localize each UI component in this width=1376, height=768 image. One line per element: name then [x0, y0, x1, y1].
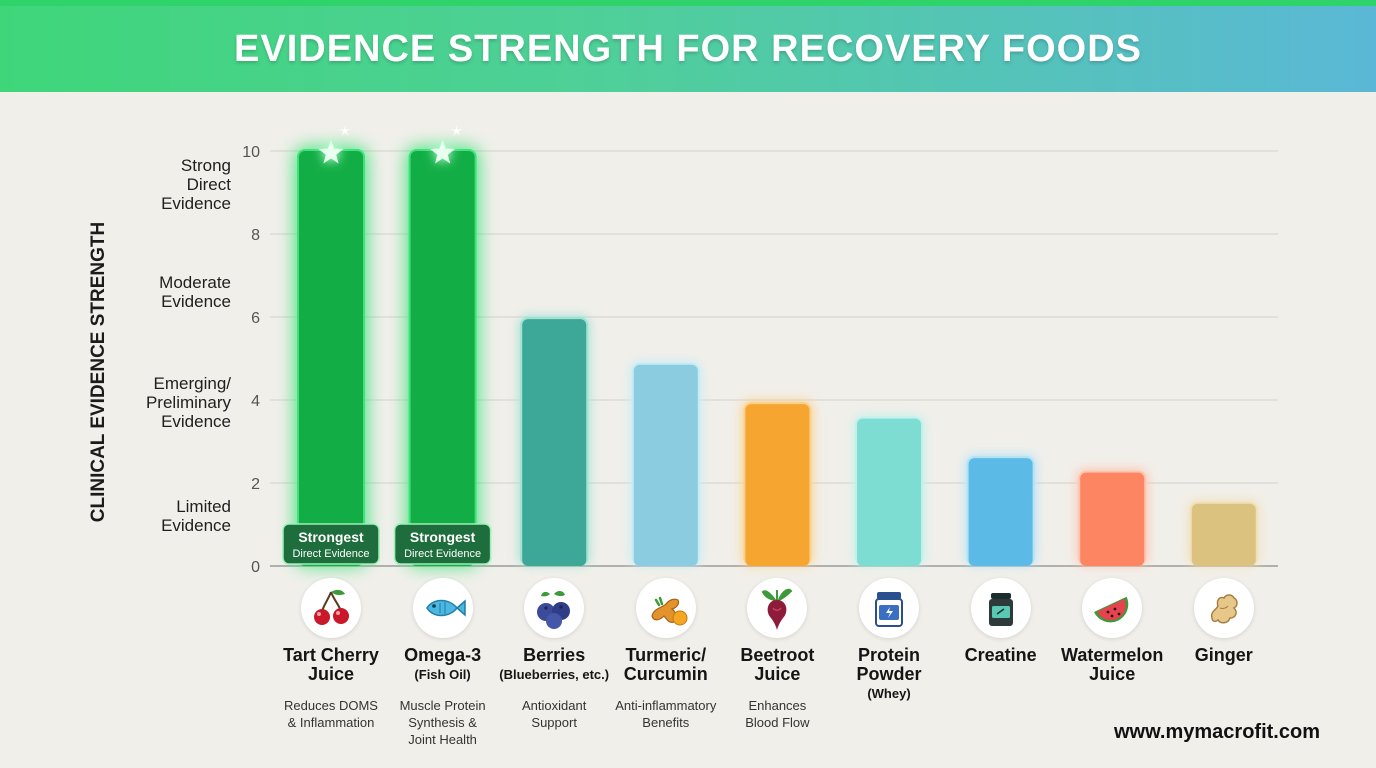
evidence-band-label: Moderate Evidence [159, 273, 231, 312]
bar-ginger [1187, 499, 1260, 566]
category-name: Omega-3 [404, 645, 482, 665]
y-tick-label: 8 [251, 227, 260, 244]
category-name: Protein [857, 645, 920, 665]
bar-mark [745, 404, 810, 566]
y-tick-label: 6 [251, 310, 260, 327]
category-name: Berries [523, 645, 586, 665]
category-name: Creatine [964, 645, 1037, 665]
y-tick-label: 4 [251, 393, 260, 410]
evidence-badge [282, 523, 380, 565]
bar-mark [410, 151, 475, 566]
fish-icon [412, 578, 473, 638]
badge-line2: Direct Evidence [404, 548, 481, 560]
footer-url: www.mymacrofit.com [1114, 721, 1320, 743]
category-label: Protein Powder (Whey) [829, 646, 949, 704]
header-banner: EVIDENCE STRENGTH FOR RECOVERY FOODS [0, 6, 1376, 92]
category-name: Tart Cherry [283, 645, 379, 665]
benefit-note: Antioxidant Support [522, 698, 587, 730]
category-name: Ginger [1194, 645, 1253, 665]
sparkle-icon [450, 125, 463, 136]
category-label: Beetroot Juice [717, 646, 837, 684]
category-name-line2: Curcumin [623, 664, 708, 684]
category-label: Creatine [941, 646, 1061, 665]
evidence-badge [393, 523, 492, 565]
bar-mark [968, 458, 1033, 566]
bar-mark [1191, 503, 1256, 566]
category-name: Beetroot [740, 645, 815, 665]
category-name: Watermelon [1061, 645, 1164, 665]
top-accent-line [0, 0, 1376, 6]
bar-tart-cherry: Strongest Direct Evidence [282, 125, 380, 566]
y-tick-label: 2 [251, 476, 260, 493]
category-label: Omega-3 (Fish Oil) [383, 646, 503, 685]
ginger-icon [1193, 578, 1254, 638]
category-subtitle: (Whey) [867, 686, 911, 701]
page-title: EVIDENCE STRENGTH FOR RECOVERY FOODS [234, 27, 1142, 70]
bar-mark [1080, 472, 1145, 566]
category-subtitle: (Blueberries, etc.) [499, 667, 610, 682]
badge-line2: Direct Evidence [292, 548, 369, 560]
protein-tub-icon [859, 578, 919, 638]
category-name-line2: Juice [1089, 664, 1136, 684]
watermelon-icon [1082, 578, 1143, 638]
category-label: Berries (Blueberries, etc.) [494, 646, 614, 685]
category-label: Tart Cherry Juice [271, 646, 391, 684]
beetroot-icon [747, 578, 808, 638]
bar-mark [857, 418, 921, 566]
bar-creatine [964, 454, 1037, 566]
bar-beetroot [741, 400, 814, 566]
bar-omega-3: Strongest Direct Evidence [393, 125, 492, 566]
category-name-line2: Juice [307, 664, 355, 684]
benefit-note: Anti-inflammatory Benefits [615, 698, 717, 730]
badge-line1: Strongest [298, 529, 364, 545]
category-subtitle: (Fish Oil) [414, 667, 471, 682]
sparkle-icon [339, 125, 351, 136]
y-tick-label: 10 [242, 144, 260, 161]
star-icon [318, 140, 344, 164]
benefit-note: Enhances Blood Flow [745, 698, 810, 730]
evidence-band-label: Emerging/ Preliminary Evidence [145, 373, 231, 431]
category-label: Ginger [1164, 646, 1284, 665]
badge-line1: Strongest [410, 529, 476, 545]
bar-protein [853, 414, 925, 566]
blueberry-icon [524, 578, 585, 638]
turmeric-icon [635, 578, 696, 638]
benefit-note: Reduces DOMS & Inflammation [284, 698, 378, 730]
category-name: Turmeric/ [625, 645, 707, 665]
evidence-band-label: Strong Direct Evidence [161, 155, 231, 213]
bar-mark [299, 151, 363, 566]
bar-berries [518, 315, 591, 566]
category-name-line2: Juice [754, 664, 801, 684]
bar-mark [522, 319, 587, 566]
bar-turmeric [629, 360, 702, 566]
category-name-line2: Powder [856, 664, 922, 684]
star-icon [430, 140, 455, 164]
cherry-icon [301, 578, 361, 638]
category-label: Turmeric/Curcumin [606, 646, 726, 684]
benefit-note: Muscle Protein Synthesis & Joint Health [399, 698, 486, 747]
y-tick-label: 0 [251, 559, 260, 576]
creatine-jar-icon [970, 578, 1031, 638]
evidence-band-label: Limited Evidence [161, 497, 231, 536]
category-label: Watermelon Juice [1052, 646, 1172, 684]
bar-watermelon [1076, 468, 1149, 566]
bar-mark [633, 364, 698, 566]
